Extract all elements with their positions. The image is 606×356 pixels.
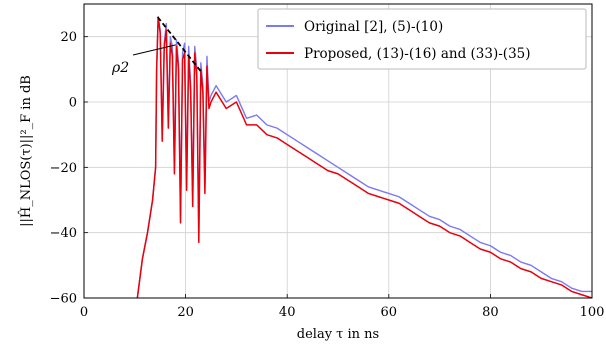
x-axis-label: delay τ in ns (297, 327, 379, 342)
legend-label-original: Original [2], (5)-(10) (304, 19, 443, 35)
y-tick-label: −20 (50, 161, 77, 176)
y-tick-label: −40 (50, 226, 77, 241)
series-layer (136, 16, 592, 298)
legend: Original [2], (5)-(10) Proposed, (13)-(1… (257, 8, 587, 70)
y-tick-label: −60 (50, 292, 77, 307)
y-tick-label: 0 (69, 96, 77, 111)
y-axis-label: ||Ĥ_NLOS(τ)||²_F in dB (18, 75, 34, 227)
x-tick-label: 80 (482, 305, 499, 320)
x-tick-label: 20 (177, 305, 194, 320)
legend-label-proposed: Proposed, (13)-(16) and (33)-(35) (304, 46, 531, 62)
x-tick-label: 100 (580, 305, 605, 320)
axis-ticks: 0 20 40 60 80 100 −60 −40 −20 0 20 (50, 30, 605, 320)
x-tick-label: 40 (279, 305, 296, 320)
x-tick-label: 0 (80, 305, 88, 320)
series-proposed-line (136, 16, 592, 298)
annotation: ρ2 (111, 16, 203, 76)
x-tick-label: 60 (381, 305, 398, 320)
rho2-annotation-label: ρ2 (111, 60, 129, 76)
rho2-slope-line (156, 16, 203, 74)
rho2-pointer-line (132, 44, 176, 56)
y-tick-label: 20 (60, 30, 77, 45)
plot-frame (83, 3, 593, 299)
legend-box (257, 8, 587, 70)
